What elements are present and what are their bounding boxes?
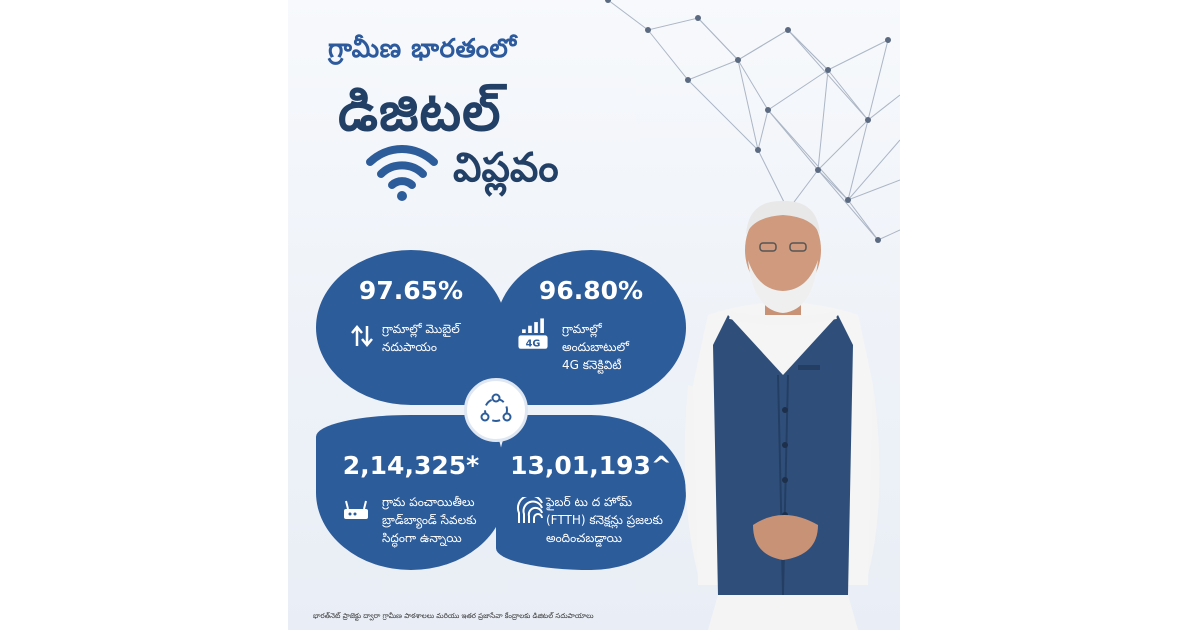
header-subtitle: గ్రామీణ భారతంలో [328,34,517,64]
hub-circle [464,378,528,442]
stat-label: అందుబాటులో [562,340,629,354]
stat-card-4g: 96.80% 4G గ్రామాల్లో అందుబాటులో 4G కనెక్… [496,250,686,405]
updown-arrows-icon [351,325,373,347]
network-pattern-decoration [605,0,900,243]
stat-label: సిద్ధంగా ఉన్నాయి [382,531,462,545]
stat-label: గ్రామాల్లో మొబైల్ [382,322,460,336]
stat-card-mobile: 97.65% గ్రామాల్లో మొబైల్ నదుపాయం [316,250,506,405]
network-nodes-icon [480,393,512,422]
stat-value: 96.80% [538,276,644,305]
stat-label: (FTTH) కనెక్షన్లు ప్రజలకు [546,513,663,527]
stat-value: 13,01,193^ [510,451,672,480]
stat-value: 97.65% [358,276,464,305]
poster: గ్రామీణ భారతంలో డిజిటల్ విప్లవం 97.65% గ… [288,0,900,630]
stat-card-broadband: 2,14,325* గ్రామ పంచాయితీలు బ్రాడ్‌బ్యాండ… [316,415,506,570]
stat-value: 2,14,325* [342,451,480,480]
header-title: డిజిటల్ [338,80,502,143]
person-illustration [684,200,880,630]
stat-label: అందించబడ్డాయి [546,531,623,545]
stat-label: గ్రామాల్లో [562,322,602,336]
stat-label: 4G కనెక్టివిటీ [562,358,622,372]
stat-label: ఫైబర్ టు ద హోమ్ [546,495,633,509]
footnote: భారత్‌నెట్ ప్రాజెక్టు ద్వారా గ్రామీణ పాఠ… [313,612,594,620]
router-icon [344,500,368,519]
stat-card-ftth: 13,01,193^ ఫైబర్ టు ద హోమ్ (FTTH) కనెక్ష… [496,415,686,570]
stat-label: నదుపాయం [382,340,437,354]
wifi-icon [366,145,438,201]
stat-label: గ్రామ పంచాయితీలు [382,495,475,509]
header-title-second: విప్లవం [453,145,559,191]
svg-text:4G: 4G [526,338,541,349]
4g-signal-icon: 4G [518,318,548,349]
fiber-icon [516,497,543,523]
stat-label: బ్రాడ్‌బ్యాండ్ సేవలకు [382,513,477,527]
